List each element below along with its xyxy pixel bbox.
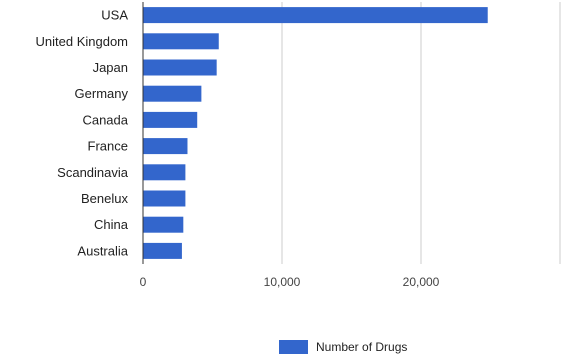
- category-label: USA: [101, 8, 128, 23]
- category-label: Germany: [75, 86, 129, 101]
- category-label: Australia: [77, 243, 128, 258]
- category-label: France: [88, 139, 128, 154]
- x-tick-label: 10,000: [264, 275, 301, 289]
- x-tick-label: 20,000: [403, 275, 440, 289]
- category-label: Canada: [82, 112, 128, 127]
- category-label: Japan: [93, 60, 128, 75]
- bar-germany: [143, 85, 202, 102]
- bar-scandinavia: [143, 164, 186, 181]
- legend: Number of Drugs: [279, 340, 407, 354]
- bar-japan: [143, 59, 217, 76]
- category-label: Benelux: [81, 191, 128, 206]
- bars: [143, 7, 488, 259]
- gridlines: [281, 2, 561, 264]
- bar-usa: [143, 7, 488, 24]
- legend-swatch: [279, 340, 308, 354]
- bar-benelux: [143, 190, 186, 207]
- x-tick-label: 0: [140, 275, 147, 289]
- bar-united-kingdom: [143, 33, 219, 50]
- x-tick-labels: 0 10,000 20,000: [140, 275, 440, 289]
- category-label: United Kingdom: [36, 34, 129, 49]
- bar-france: [143, 138, 188, 155]
- category-label: Scandinavia: [57, 165, 129, 180]
- bar-china: [143, 216, 184, 233]
- bar-australia: [143, 242, 182, 259]
- bar-canada: [143, 111, 198, 128]
- legend-label: Number of Drugs: [316, 340, 408, 354]
- category-label: China: [94, 217, 129, 232]
- category-labels: USA United Kingdom Japan Germany Canada Franc…: [36, 8, 129, 259]
